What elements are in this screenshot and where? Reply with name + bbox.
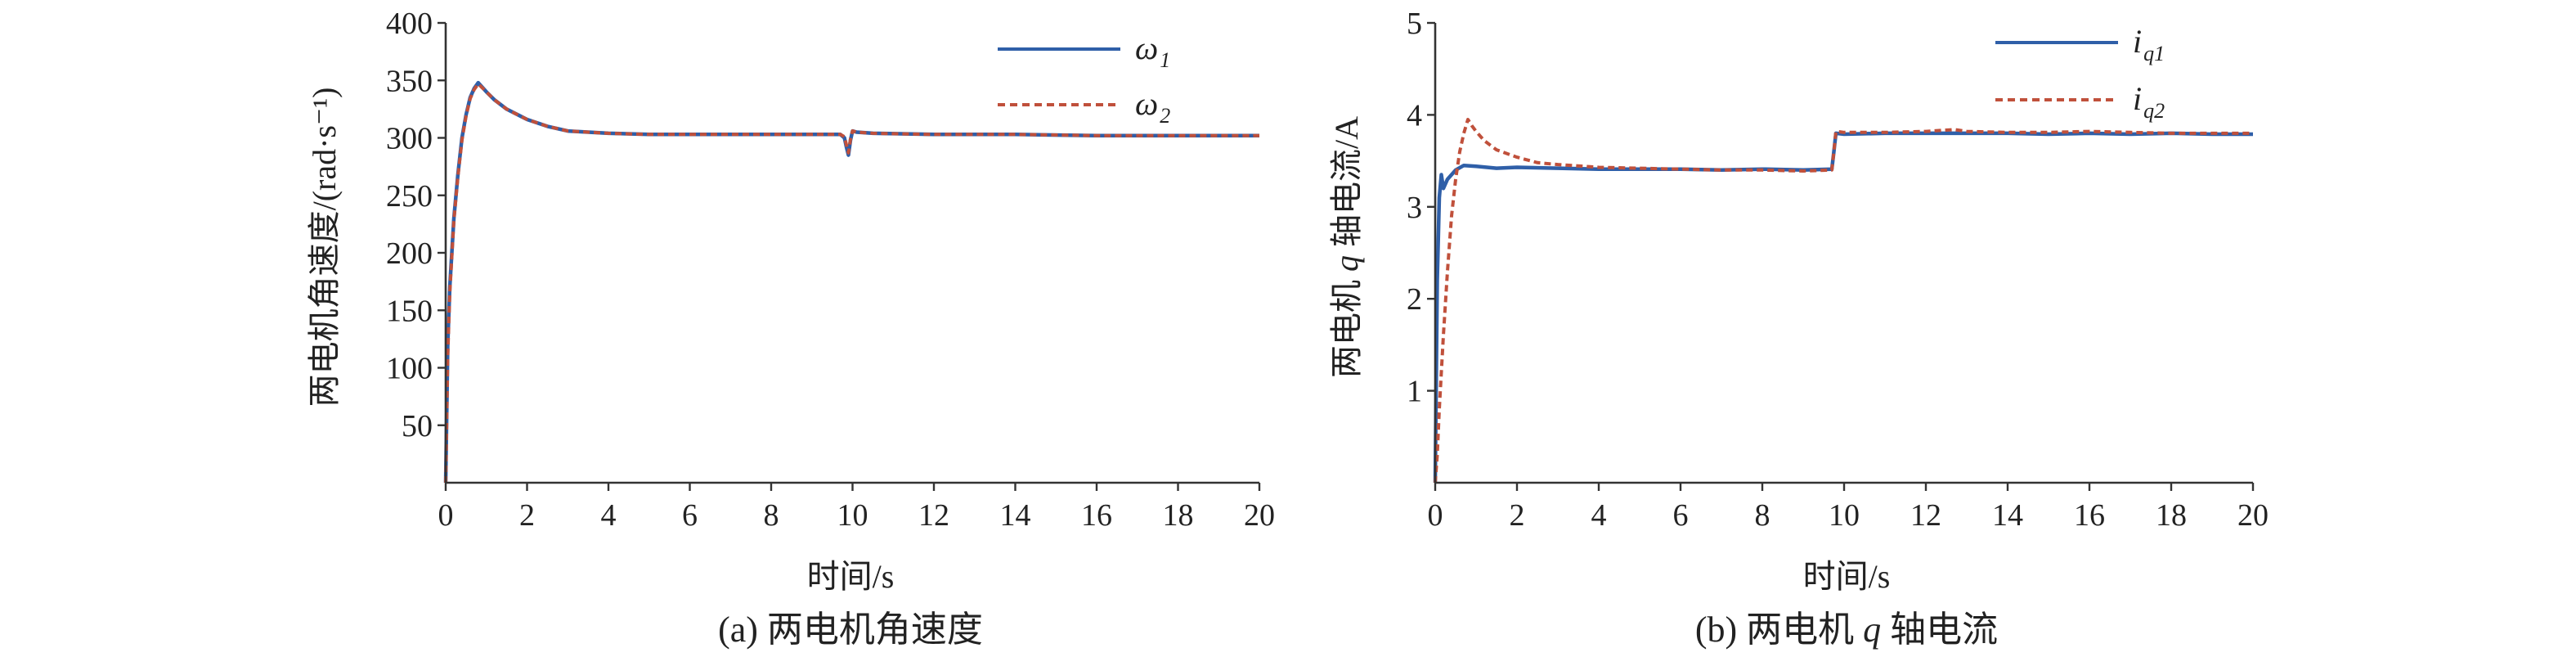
chart-b-y-axis-label-part2: 轴电流/A (1328, 116, 1365, 255)
chart-a-y-axis-label: 两电机角速度/(rad·s⁻¹) (306, 88, 343, 407)
chart-a-x-tick-label: 10 (837, 498, 868, 533)
chart-a-y-tick-label: 200 (386, 236, 433, 271)
chart-a-x-tick-label: 0 (438, 498, 454, 533)
chart-a: 0 2 4 6 8 10 12 14 16 18 20 50 100 150 200 250 300 350 400… (306, 7, 1275, 650)
chart-b-x-tick-label: 2 (1510, 498, 1525, 533)
chart-b-x-tick-label: 10 (1829, 498, 1860, 533)
chart-a-series-line-2 (444, 82, 1259, 484)
chart-a-ticks: 0 2 4 6 8 10 12 14 16 18 20 50 100 150 200 250 300 350 400 (386, 7, 1275, 533)
chart-a-plot-area (443, 80, 1259, 484)
chart-b-y-tick-label: 3 (1407, 191, 1422, 225)
chart-a-y-tick-label: 150 (386, 294, 433, 328)
chart-b-legend-label-2: iq2 (2133, 80, 2165, 123)
chart-b-x-tick-label: 14 (1992, 498, 2023, 533)
chart-b-x-tick-label: 12 (1910, 498, 1941, 533)
chart-b-plot-area (1433, 118, 2253, 484)
chart-a-y-tick-label: 350 (386, 64, 433, 98)
chart-a-y-tick-label: 250 (386, 179, 433, 214)
chart-b-y-tick-label: 1 (1407, 375, 1422, 409)
chart-b-caption-q: q (1863, 610, 1881, 650)
chart-b-x-tick-label: 18 (2156, 498, 2187, 533)
chart-b-y-axis-label-part1: 两电机 (1328, 272, 1365, 378)
chart-a-legend-label-2: ω2 (1135, 85, 1170, 128)
chart-b-y-tick-label: 5 (1407, 7, 1422, 41)
chart-a-x-tick-label: 6 (682, 498, 698, 533)
chart-b-axes (1434, 23, 2253, 484)
chart-b-x-tick-label: 0 (1428, 498, 1443, 533)
chart-b-x-axis-label: 时间/s (1803, 558, 1891, 595)
chart-b-y-tick-label: 2 (1407, 282, 1422, 317)
chart-a-y-tick-label: 400 (386, 7, 433, 41)
chart-b-x-tick-label: 4 (1591, 498, 1607, 533)
chart-a-x-tick-label: 18 (1163, 498, 1194, 533)
chart-a-y-tick-label: 50 (402, 409, 433, 443)
chart-b-caption: (b) 两电机 q 轴电流 (1695, 610, 1998, 650)
chart-a-series-line-1 (443, 80, 1259, 484)
chart-a-x-tick-label: 4 (601, 498, 617, 533)
chart-b-x-tick-label: 8 (1755, 498, 1770, 533)
chart-a-legend-label-1: ω1 (1135, 29, 1170, 72)
chart-b-series-line-2 (1434, 118, 2253, 484)
chart-b-caption-part1: (b) 两电机 (1695, 610, 1863, 650)
chart-b-x-tick-label: 16 (2074, 498, 2105, 533)
chart-a-y-tick-label: 100 (386, 352, 433, 386)
chart-b-y-tick-label: 4 (1407, 98, 1422, 133)
chart-a-x-axis-label: 时间/s (807, 558, 895, 595)
chart-a-x-tick-label: 20 (1244, 498, 1275, 533)
chart-b-y-axis-label: 两电机 q 轴电流/A (1328, 116, 1365, 378)
chart-a-x-tick-label: 16 (1081, 498, 1112, 533)
chart-a-caption: (a) 两电机角速度 (718, 610, 983, 650)
chart-b-x-tick-label: 20 (2237, 498, 2269, 533)
chart-b-series-line-1 (1433, 131, 2253, 484)
chart-b-legend-label-1: iq1 (2133, 23, 2165, 65)
chart-b-caption-part2: 轴电流 (1881, 610, 1998, 650)
chart-a-x-tick-label: 2 (519, 498, 535, 533)
chart-a-x-tick-label: 12 (918, 498, 949, 533)
chart-a-x-tick-label: 14 (1000, 498, 1031, 533)
chart-b-x-tick-label: 6 (1673, 498, 1689, 533)
chart-a-y-tick-label: 300 (386, 122, 433, 156)
chart-b-y-axis-label-q: q (1328, 255, 1365, 272)
chart-a-x-tick-label: 8 (764, 498, 779, 533)
